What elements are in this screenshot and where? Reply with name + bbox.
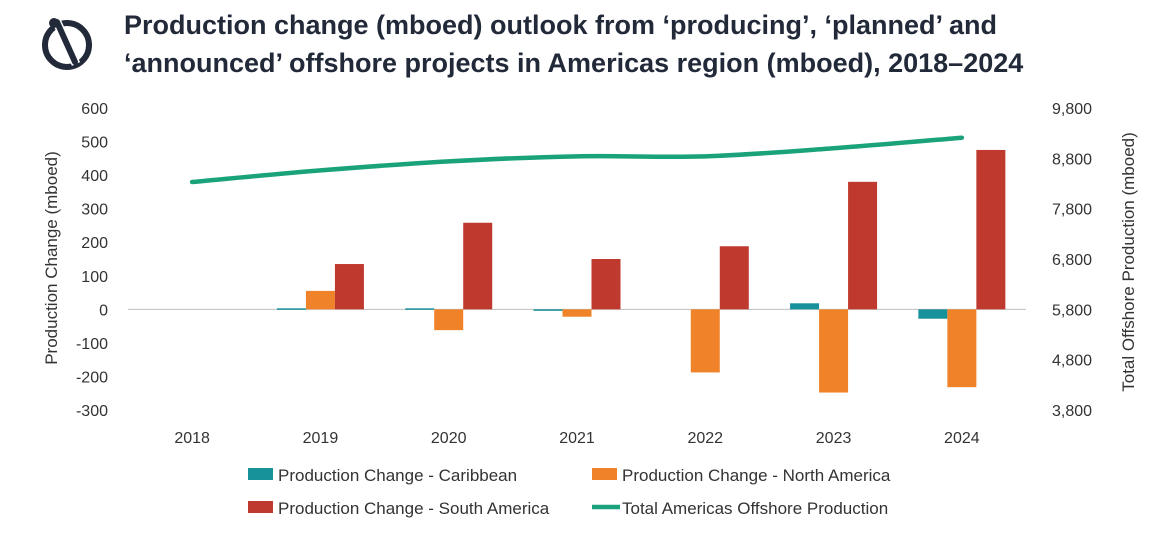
legend-swatch-north-america: [592, 468, 617, 480]
y-tick-label: 400: [81, 168, 108, 185]
y2-tick-label: 6,800: [1052, 252, 1092, 269]
legend-swatch-south-america: [248, 501, 273, 513]
y2-tick-label: 7,800: [1052, 202, 1092, 219]
bar-caribbean: [405, 308, 435, 310]
y2-tick-label: 8,800: [1052, 151, 1092, 168]
legend-label-south-america: Production Change - South America: [278, 499, 550, 518]
legend-swatch-caribbean: [248, 468, 273, 480]
chart-bars: [276, 149, 1006, 393]
x-tick-label: 2021: [559, 430, 595, 447]
y-axis-title: Production Change (mboed): [42, 151, 61, 365]
legend-label-total: Total Americas Offshore Production: [622, 499, 888, 518]
brand-logo-icon: [40, 14, 94, 72]
legend-label-north-america: Production Change - North America: [622, 466, 891, 485]
y-tick-label: -100: [76, 336, 108, 353]
bar-caribbean: [918, 309, 948, 319]
legend-label-caribbean: Production Change - Caribbean: [278, 466, 517, 485]
bar-caribbean: [533, 309, 563, 311]
bar-south-america: [463, 222, 493, 310]
bar-caribbean: [790, 303, 820, 310]
y-tick-label: 200: [81, 235, 108, 252]
bar-north-america: [690, 309, 720, 373]
y-tick-label: 300: [81, 202, 108, 219]
y2-axis-title: Total Offshore Production (mboed): [1119, 132, 1138, 392]
total-production-line: [189, 135, 965, 185]
x-tick-label: 2020: [431, 430, 467, 447]
bar-north-america: [562, 309, 592, 317]
y-tick-label: 500: [81, 135, 108, 152]
chart-line: [189, 135, 965, 185]
y2-tick-label: 9,800: [1052, 101, 1092, 118]
y2-tick-label: 4,800: [1052, 353, 1092, 370]
y-tick-label: 600: [81, 101, 108, 118]
y-tick-label: 0: [99, 302, 108, 319]
bar-south-america: [848, 181, 878, 310]
x-tick-label: 2018: [174, 430, 210, 447]
y2-tick-label: 3,800: [1052, 403, 1092, 420]
chart-ticks: 600 500 400 300 200 100 0 -100 -200 -300 9,800 8,80…: [76, 101, 1092, 447]
chart-legend: Production Change - Caribbean Production …: [248, 466, 891, 518]
bar-caribbean: [276, 308, 306, 310]
x-tick-label: 2024: [944, 430, 980, 447]
x-tick-label: 2023: [816, 430, 852, 447]
bar-north-america: [434, 309, 464, 331]
bar-south-america: [976, 149, 1006, 310]
y-tick-label: -200: [76, 369, 108, 386]
x-tick-label: 2022: [687, 430, 723, 447]
chart-title: Production change (mboed) outlook from ‘…: [124, 10, 1024, 78]
y-tick-label: 100: [81, 269, 108, 286]
bar-south-america: [334, 264, 364, 310]
bar-north-america: [947, 309, 977, 388]
y2-tick-label: 5,800: [1052, 302, 1092, 319]
bar-south-america: [719, 246, 749, 310]
bar-north-america: [305, 290, 335, 310]
x-tick-label: 2019: [303, 430, 339, 447]
y-tick-label: -300: [76, 403, 108, 420]
bar-south-america: [591, 259, 621, 310]
bar-north-america: [819, 309, 849, 393]
